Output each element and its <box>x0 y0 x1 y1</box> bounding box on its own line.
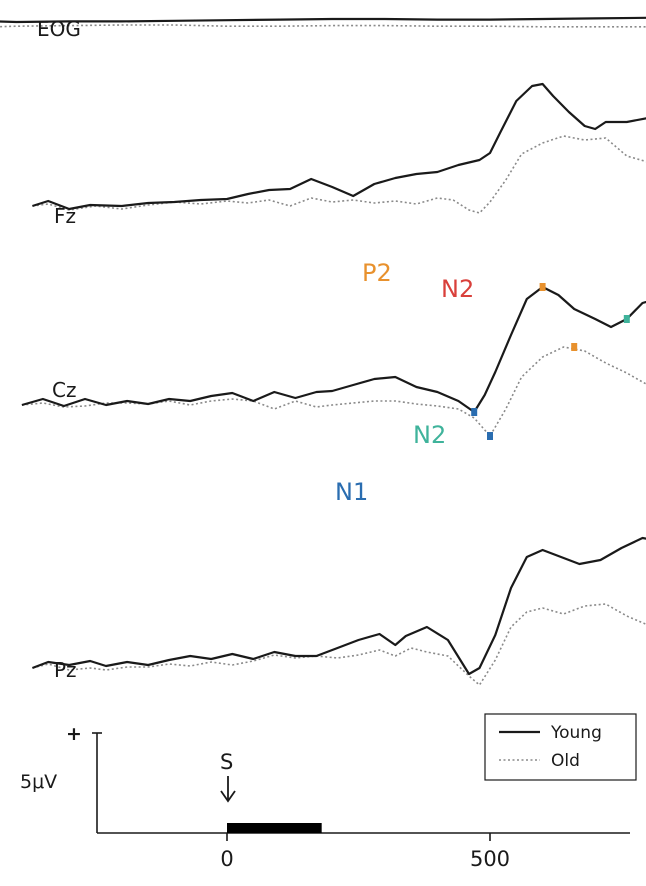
trace-pz-young <box>32 536 646 676</box>
trace-cz-young <box>21 285 646 414</box>
stimulus-arrow-head <box>220 790 236 803</box>
trace-fz-young <box>32 82 646 211</box>
peak-marker-n1-young <box>471 408 478 416</box>
peak-label-p2: P2 <box>362 259 392 287</box>
trace-cz-old <box>21 346 646 437</box>
scale-polarity-plus: + <box>66 723 82 745</box>
stimulus-label: S <box>220 750 233 774</box>
channel-label-pz: Pz <box>54 658 77 682</box>
trace-eog-young <box>0 16 646 24</box>
channel-label-eog: EOG <box>37 17 81 41</box>
legend: Young Old <box>484 713 637 781</box>
scale-bar-label: 5μV <box>20 771 57 793</box>
peak-markers <box>471 283 630 440</box>
channel-label-fz: Fz <box>54 204 76 228</box>
legend-label-old: Old <box>551 751 580 771</box>
x-tick-label: 500 <box>470 847 510 871</box>
peak-marker-n1-old <box>487 432 493 440</box>
x-tick-label: 0 <box>220 847 233 871</box>
legend-box <box>484 713 637 781</box>
erp-traces <box>0 16 646 686</box>
peak-label-p3: N2 <box>441 275 474 303</box>
peak-marker-p2-old <box>571 343 578 351</box>
legend-label-young: Young <box>550 723 602 743</box>
peak-label-n1: N1 <box>335 478 368 506</box>
stimulus-duration-bar <box>227 823 322 833</box>
trace-pz-old <box>32 603 646 686</box>
peak-label-n2: N2 <box>413 421 446 449</box>
channel-label-cz: Cz <box>52 378 76 402</box>
peak-marker-n2-young <box>623 315 630 323</box>
peak-marker-p2-young <box>539 283 546 291</box>
trace-eog-old <box>0 24 646 28</box>
x-ticks: -500050010001500 <box>220 833 510 871</box>
trace-fz-old <box>32 135 646 214</box>
